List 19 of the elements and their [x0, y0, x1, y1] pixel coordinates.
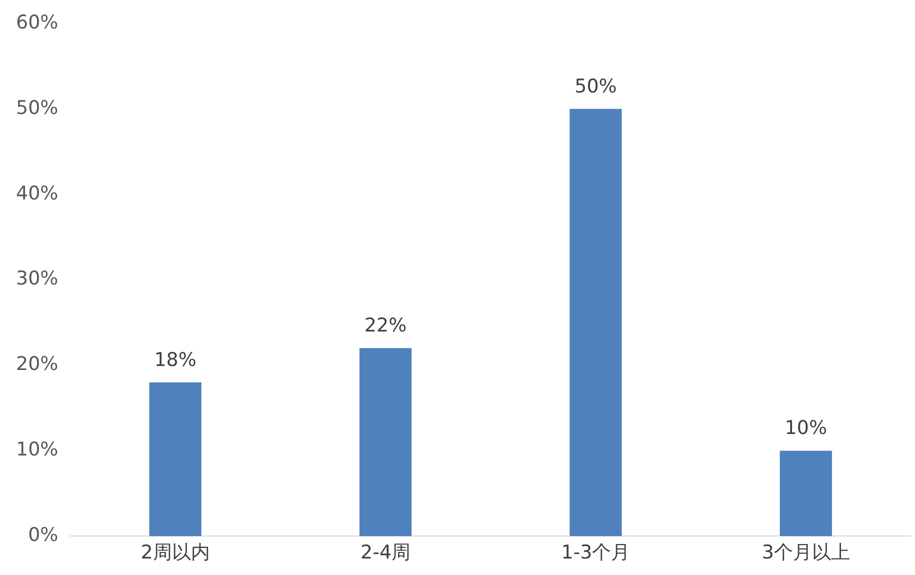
- x-tick-label: 1-3个月: [561, 542, 630, 564]
- y-tick-label: 0%: [28, 524, 58, 546]
- y-tick-label: 50%: [16, 96, 58, 119]
- y-tick-label: 10%: [16, 438, 58, 461]
- x-tick-label: 2周以内: [140, 542, 210, 564]
- bar: [149, 382, 202, 536]
- data-label: 50%: [574, 75, 617, 98]
- y-tick-label: 20%: [16, 353, 58, 376]
- data-label: 10%: [784, 417, 828, 440]
- bar: [570, 108, 622, 536]
- bar: [780, 450, 832, 536]
- y-tick-label: 30%: [16, 268, 58, 290]
- x-tick-label: 2-4周: [360, 542, 411, 564]
- x-tick-label: 3个月以上: [762, 542, 850, 564]
- y-tick-label: 60%: [16, 11, 58, 34]
- data-label: 18%: [154, 348, 196, 371]
- y-tick-label: 40%: [16, 182, 58, 204]
- data-label: 22%: [364, 314, 407, 337]
- bar: [359, 348, 412, 536]
